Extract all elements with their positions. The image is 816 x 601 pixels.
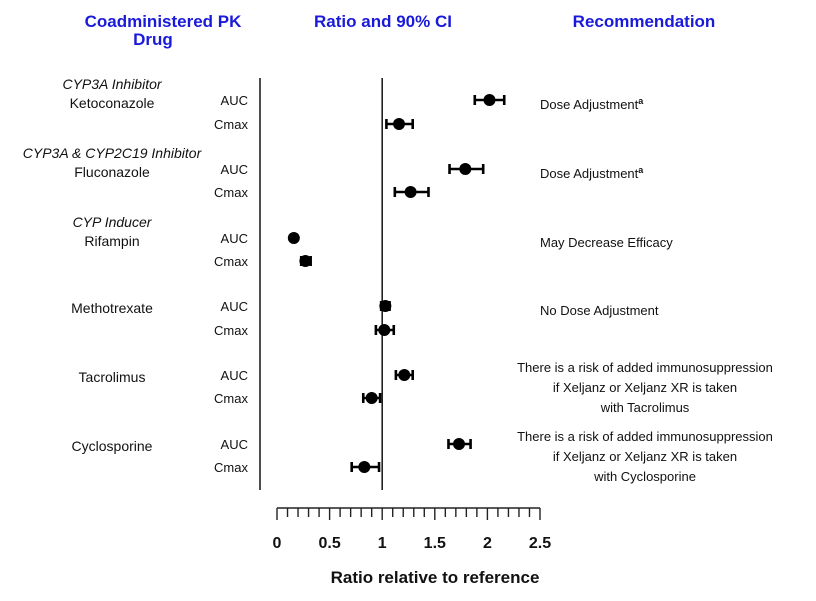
x-tick-label: 0.5 (318, 535, 340, 552)
metric-label: Cmax (214, 460, 248, 475)
ratio-point (404, 186, 417, 198)
x-tick-label: 2.5 (529, 535, 551, 552)
metric-label: Cmax (214, 117, 248, 132)
x-axis: 0 0.5 1 1.5 2 2.5 (273, 507, 551, 552)
metric-label: AUC (221, 437, 248, 452)
recommendation-text: if Xeljanz or Xeljanz XR is taken (553, 380, 737, 395)
footnote-marker: a (638, 165, 644, 175)
drug-group: Cyclosporine AUC Cmax There is a risk of ad… (72, 429, 773, 484)
metric-label: AUC (221, 93, 248, 108)
recommendation-text: There is a risk of added immunosuppressi… (517, 429, 773, 444)
x-tick-label: 0 (273, 535, 282, 552)
drug-name: Cyclosporine (72, 438, 153, 454)
drug-name: Tacrolimus (79, 369, 146, 385)
header-ratio: Ratio and 90% CI (314, 12, 452, 31)
footnote-marker: a (638, 96, 644, 106)
ratio-point (459, 163, 472, 175)
drug-name: Ketoconazole (70, 95, 155, 111)
recommendation-text: May Decrease Efficacy (540, 235, 673, 250)
drug-class-label: CYP3A Inhibitor (62, 76, 162, 92)
recommendation-text: if Xeljanz or Xeljanz XR is taken (553, 449, 737, 464)
ratio-point (365, 392, 378, 404)
drug-name: Fluconazole (74, 164, 150, 180)
x-tick-label: 1 (378, 535, 387, 552)
header-drug-line2: Drug (133, 30, 173, 49)
x-axis-label: Ratio relative to reference (331, 568, 540, 587)
drug-class-label: CYP3A & CYP2C19 Inhibitor (23, 145, 203, 161)
drug-name: Rifampin (84, 233, 139, 249)
drug-group: Methotrexate AUC Cmax No Dose Adjustment (71, 299, 659, 338)
recommendation-text: Dose Adjustmenta (540, 165, 644, 181)
recommendation-text: with Tacrolimus (600, 400, 690, 415)
metric-label: Cmax (214, 254, 248, 269)
ratio-point (378, 324, 391, 336)
recommendation-text: No Dose Adjustment (540, 303, 659, 318)
metric-label: AUC (221, 299, 248, 314)
column-headers: Coadministered PK Drug Ratio and 90% CI … (85, 12, 716, 49)
recommendation-text: Dose Adjustmenta (540, 96, 644, 112)
x-tick-label: 1.5 (424, 535, 446, 552)
drug-name: Methotrexate (71, 300, 153, 316)
drug-group: CYP Inducer Rifampin AUC Cmax May Decrease E… (73, 214, 674, 269)
metric-label: Cmax (214, 323, 248, 338)
header-drug-line1: Coadministered PK (85, 12, 243, 31)
ratio-point (483, 94, 496, 106)
ratio-point (393, 118, 406, 130)
recommendation-text: There is a risk of added immunosuppressi… (517, 360, 773, 375)
drug-groups: CYP3A Inhibitor Ketoconazole AUC Cmax Dose A… (23, 76, 773, 484)
ratio-point (358, 461, 371, 473)
header-recommendation: Recommendation (573, 12, 716, 31)
drug-group: CYP3A Inhibitor Ketoconazole AUC Cmax Dose A… (62, 76, 644, 132)
drug-group: Tacrolimus AUC Cmax There is a risk of adde… (79, 360, 773, 415)
x-tick-label: 2 (483, 535, 492, 552)
metric-label: Cmax (214, 391, 248, 406)
recommendation-text: with Cyclosporine (593, 469, 696, 484)
metric-label: Cmax (214, 185, 248, 200)
metric-label: AUC (221, 231, 248, 246)
ratio-point (299, 255, 312, 267)
ratio-point (452, 438, 465, 450)
drug-class-label: CYP Inducer (73, 214, 153, 230)
ratio-point (287, 232, 300, 244)
ratio-point (398, 369, 411, 381)
drug-group: CYP3A & CYP2C19 Inhibitor Fluconazole AUC C… (23, 145, 645, 200)
metric-label: AUC (221, 368, 248, 383)
ratio-point (379, 300, 392, 312)
metric-label: AUC (221, 162, 248, 177)
